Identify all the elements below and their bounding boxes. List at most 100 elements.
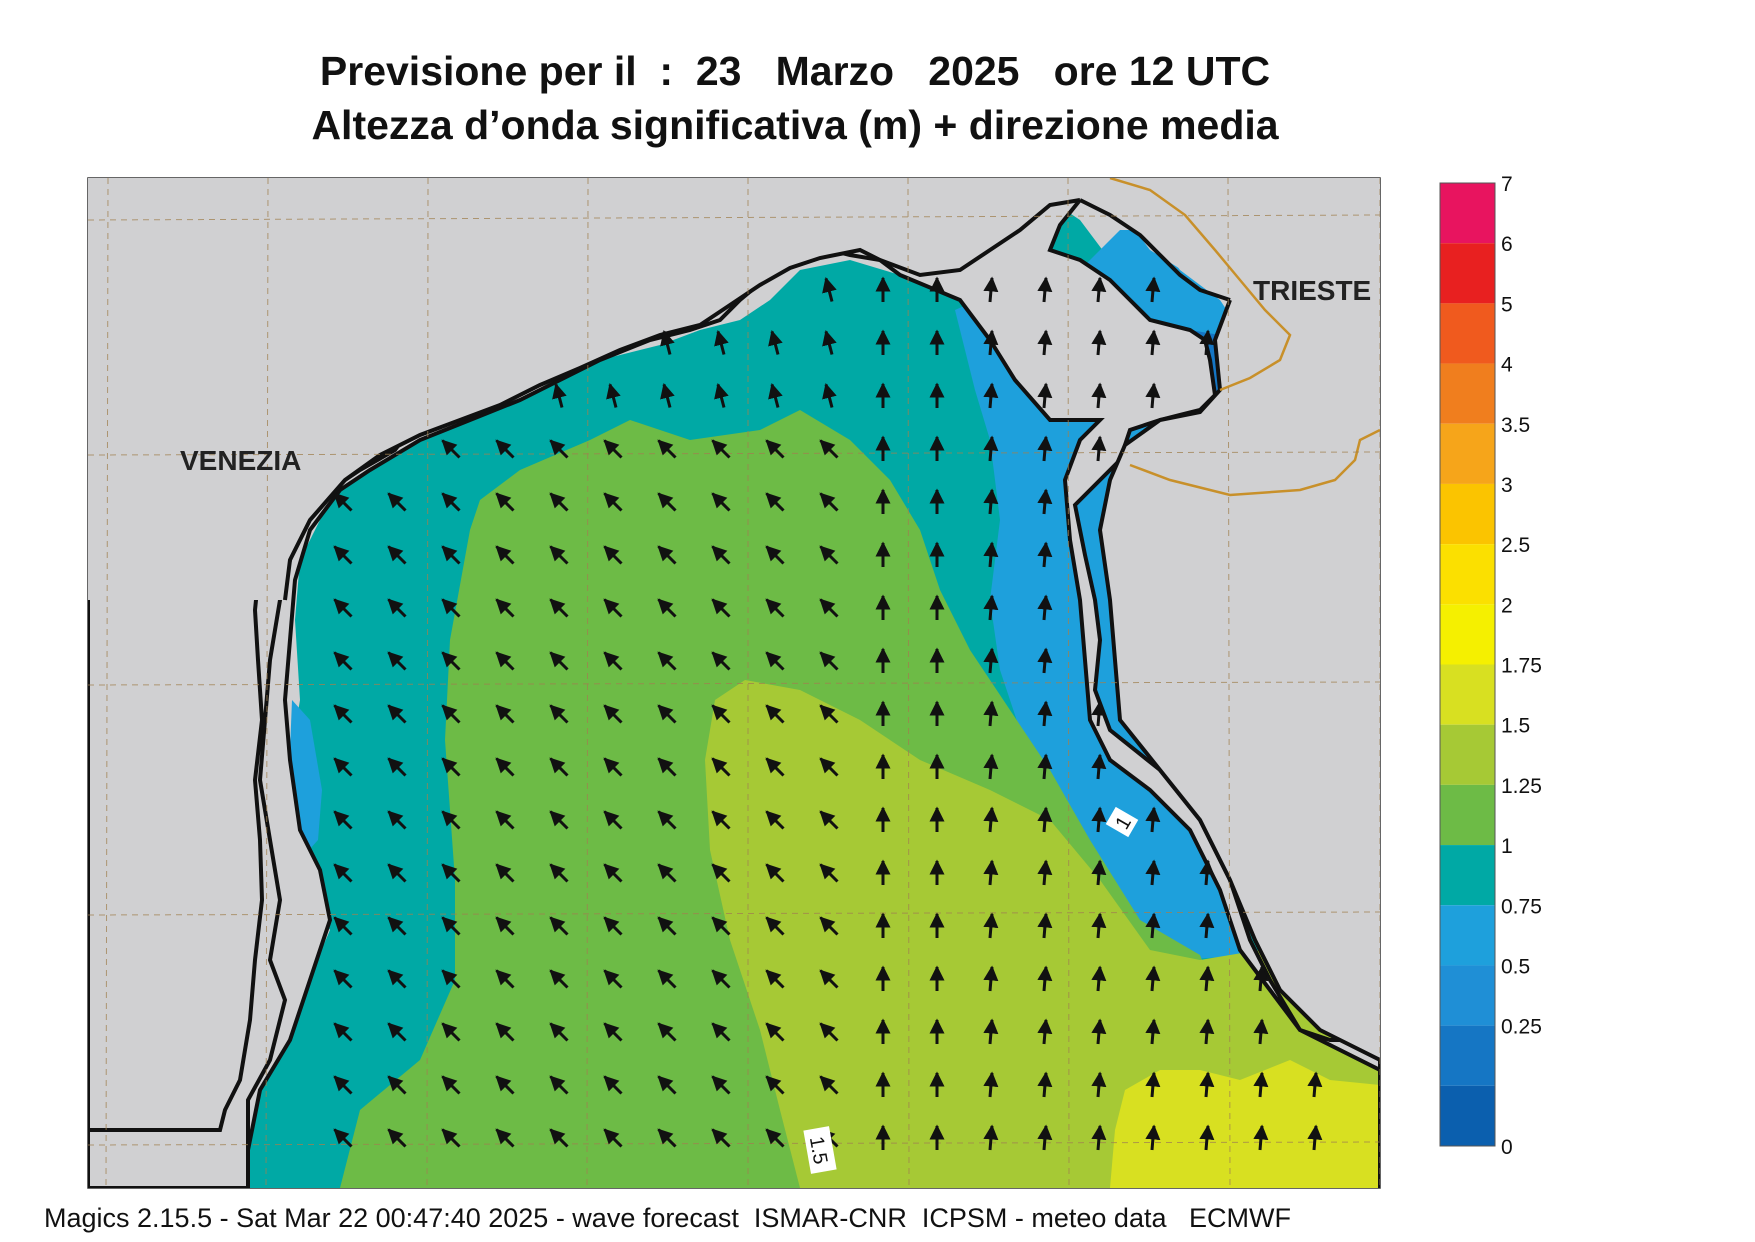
title-line-1: Previsione per il : 23 Marzo 2025 ore 12…	[319, 48, 1271, 94]
legend-swatch	[1440, 905, 1495, 966]
direction-arrow	[657, 439, 677, 459]
direction-arrow	[495, 704, 515, 724]
legend-tick-label: 2.5	[1501, 534, 1530, 557]
direction-arrow	[603, 863, 623, 883]
direction-arrow	[333, 916, 353, 936]
direction-arrow	[983, 912, 999, 939]
direction-arrow	[387, 916, 407, 936]
direction-arrow	[1037, 276, 1053, 303]
direction-arrow	[819, 810, 839, 830]
direction-arrow	[1091, 382, 1107, 409]
direction-arrow	[333, 545, 353, 565]
direction-arrow	[765, 1075, 785, 1095]
legend-tick-label: 0.25	[1501, 1016, 1542, 1039]
direction-arrow	[549, 598, 569, 618]
direction-arrow	[1307, 1124, 1323, 1151]
direction-arrow	[765, 916, 785, 936]
land-friuli	[88, 178, 1380, 600]
legend-swatch	[1440, 664, 1495, 725]
sea-area-lime	[1110, 1060, 1380, 1188]
direction-arrow	[333, 704, 353, 724]
direction-arrow	[711, 810, 731, 830]
direction-arrow	[1091, 965, 1107, 992]
direction-arrow	[441, 439, 461, 459]
direction-arrow	[606, 383, 621, 408]
direction-arrow	[711, 492, 731, 512]
direction-arrow	[1091, 912, 1107, 939]
legend-tick-label: 0.5	[1501, 955, 1530, 978]
direction-arrow	[822, 330, 837, 355]
direction-arrow	[603, 810, 623, 830]
direction-arrow	[768, 383, 783, 408]
direction-arrow	[765, 492, 785, 512]
land-istria	[1100, 300, 1380, 1060]
direction-arrow	[441, 704, 461, 724]
direction-arrow	[441, 1022, 461, 1042]
direction-arrow	[495, 810, 515, 830]
direction-arrow	[819, 1022, 839, 1042]
direction-arrow	[983, 276, 999, 303]
direction-arrow	[819, 863, 839, 883]
legend-tick-label: 5	[1501, 293, 1513, 316]
direction-arrow	[495, 1075, 515, 1095]
direction-arrow	[983, 329, 999, 356]
direction-arrow	[1037, 435, 1053, 462]
direction-arrow	[495, 1022, 515, 1042]
direction-arrow	[765, 439, 785, 459]
direction-arrow	[660, 330, 675, 355]
legend-swatch	[1440, 243, 1495, 304]
city-label-trieste: TRIESTE	[1253, 275, 1371, 306]
direction-arrow	[657, 757, 677, 777]
legend-tick-label: 7	[1501, 173, 1513, 196]
direction-arrow	[387, 1075, 407, 1095]
direction-arrow	[441, 598, 461, 618]
direction-arrow	[333, 863, 353, 883]
legend-tick-label: 4	[1501, 354, 1513, 377]
direction-arrow	[1145, 382, 1161, 409]
direction-arrow	[441, 916, 461, 936]
coastline-north	[283, 198, 1081, 601]
direction-arrow	[603, 492, 623, 512]
direction-arrow	[983, 806, 999, 833]
legend-swatch	[1440, 363, 1495, 424]
direction-arrow	[765, 598, 785, 618]
direction-arrow	[765, 651, 785, 671]
direction-arrow	[603, 916, 623, 936]
direction-arrow	[765, 863, 785, 883]
direction-arrow	[441, 1075, 461, 1095]
direction-arrow	[1145, 1124, 1161, 1151]
direction-arrow	[1199, 912, 1215, 939]
direction-arrow	[983, 541, 999, 568]
direction-arrow	[1091, 329, 1107, 356]
direction-arrow	[333, 492, 353, 512]
direction-arrow	[495, 545, 515, 565]
direction-arrow	[387, 492, 407, 512]
direction-arrow	[495, 651, 515, 671]
direction-arrow	[549, 969, 569, 989]
direction-arrow	[1145, 1018, 1161, 1045]
legend-tick-label: 0	[1501, 1136, 1513, 1159]
direction-arrow	[387, 545, 407, 565]
direction-arrow	[387, 863, 407, 883]
direction-arrow	[495, 439, 515, 459]
direction-arrow	[1091, 1124, 1107, 1151]
direction-arrow	[765, 757, 785, 777]
direction-arrow	[603, 598, 623, 618]
direction-arrow	[711, 651, 731, 671]
direction-arrow	[495, 492, 515, 512]
direction-arrow	[983, 965, 999, 992]
direction-arrow	[333, 810, 353, 830]
direction-arrow	[1199, 859, 1215, 886]
coastline-istria	[1097, 299, 1380, 1062]
direction-arrow	[549, 704, 569, 724]
legend-tick-label: 3.5	[1501, 414, 1530, 437]
direction-arrow	[1145, 329, 1161, 356]
city-label-venezia: VENEZIA	[180, 445, 301, 476]
direction-arrow	[983, 435, 999, 462]
direction-arrow	[1199, 1124, 1215, 1151]
direction-arrow	[657, 916, 677, 936]
direction-arrow	[711, 1075, 731, 1095]
direction-arrow	[1145, 859, 1161, 886]
direction-arrow	[333, 1075, 353, 1095]
direction-arrow	[1253, 965, 1269, 992]
